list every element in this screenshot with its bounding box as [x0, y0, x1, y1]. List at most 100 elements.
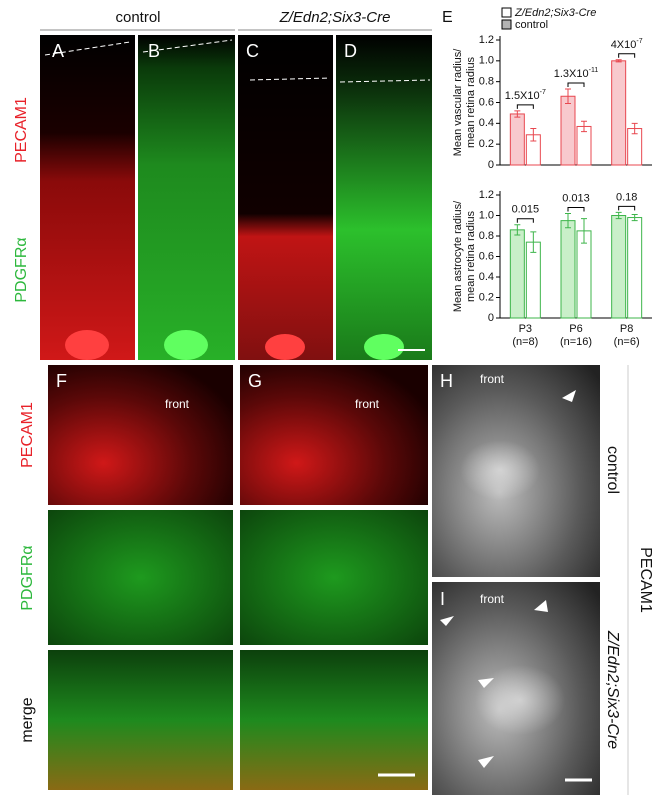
p-value: 0.015	[512, 204, 540, 216]
legend-label: control	[515, 19, 548, 31]
error-bar	[631, 122, 638, 135]
vessel	[475, 665, 565, 735]
error-bar	[581, 218, 587, 244]
panel-letter: G	[248, 371, 262, 391]
y-tick-label: 0.2	[479, 291, 494, 303]
p-value-exponent: -7	[540, 89, 546, 96]
images	[40, 35, 629, 795]
p-value-text: 1.5X10	[505, 90, 540, 102]
bar	[509, 229, 525, 319]
image-f3	[48, 650, 233, 790]
p-value-text: 0.013	[562, 192, 590, 204]
legend-swatch	[501, 7, 512, 18]
p-value: 1.5X10-7	[505, 89, 546, 102]
y-tick-label: 0.8	[479, 76, 494, 88]
x-tick-label: P6	[569, 323, 582, 335]
optic-nerve	[164, 330, 208, 360]
y-axis-label: Mean astrocyte radius/	[452, 200, 464, 312]
x-tick-sublabel: (n=6)	[614, 336, 640, 348]
image-g1	[240, 365, 428, 505]
y-axis-label: mean retina radius	[465, 210, 477, 302]
panel-letter: A	[52, 41, 64, 61]
p-value-text: 4X10	[611, 39, 637, 51]
error-bar	[615, 211, 622, 220]
significance-bracket	[618, 205, 636, 211]
y-tick-label: 1.2	[479, 189, 494, 201]
error-bar	[631, 213, 638, 222]
panel-letter: E	[442, 9, 453, 26]
vessel	[460, 440, 540, 500]
y-tick-label: 1.0	[479, 209, 494, 221]
p-value-text: 0.015	[512, 204, 540, 216]
front-label: front	[480, 372, 505, 386]
image-g2	[240, 510, 428, 645]
legend-swatch	[501, 19, 512, 30]
optic-nerve	[364, 334, 404, 360]
p-value-exponent: -11	[589, 67, 599, 74]
p-value-text: 0.18	[616, 191, 637, 203]
p-value-text: 1.3X10	[554, 68, 589, 80]
optic-nerve	[265, 334, 305, 360]
significance-bracket	[567, 206, 585, 212]
panel-letter: H	[440, 371, 453, 391]
bar	[611, 60, 627, 166]
error-bar	[514, 224, 521, 236]
x-tick-label: P3	[519, 323, 532, 335]
image-g3	[240, 650, 428, 790]
p-value: 0.013	[562, 192, 590, 204]
panel-letter: F	[56, 371, 67, 391]
front-label: front	[480, 592, 505, 606]
image-a	[40, 35, 135, 360]
x-tick-sublabel: (n=8)	[512, 336, 538, 348]
panel-letter: B	[148, 41, 160, 61]
error-bar	[565, 88, 571, 105]
y-tick-label: 1.2	[479, 34, 494, 46]
row-label: PECAM1	[19, 402, 36, 468]
row-label: PECAM1	[13, 97, 30, 163]
dashed-line	[249, 77, 431, 83]
significance-bracket	[567, 82, 585, 87]
bar	[560, 95, 576, 166]
front-label: front	[165, 397, 190, 411]
image-f1	[48, 365, 233, 505]
panel-letter: D	[344, 41, 357, 61]
side-label: control	[604, 446, 621, 494]
p-value: 0.18	[616, 191, 637, 203]
error-bar	[565, 212, 571, 229]
column-header: control	[115, 9, 160, 26]
p-value-exponent: -7	[636, 38, 642, 45]
bar	[611, 215, 627, 319]
error-bar	[530, 128, 537, 142]
bar	[576, 125, 592, 166]
p-value: 4X10-7	[611, 38, 643, 51]
y-tick-label: 0.2	[479, 138, 494, 150]
y-tick-label: 1.0	[479, 55, 494, 67]
error-bar	[530, 231, 537, 253]
side-label: Z/Edn2;Six3-Cre	[604, 630, 621, 749]
error-bar	[514, 110, 521, 118]
image-f2	[48, 510, 233, 645]
panel-letter: C	[246, 41, 259, 61]
significance-bracket	[516, 104, 534, 109]
front-label: front	[355, 397, 380, 411]
y-tick-label: 0.4	[479, 117, 494, 129]
y-axis-label: mean retina radius	[465, 56, 477, 148]
y-axis-label: Mean vascular radius/	[452, 48, 464, 157]
dashed-line	[44, 39, 233, 56]
y-tick-label: 0	[488, 159, 494, 171]
y-tick-label: 0.6	[479, 250, 494, 262]
y-tick-label: 0.6	[479, 96, 494, 108]
bar	[509, 113, 525, 166]
row-label: PDGFRα	[13, 237, 30, 302]
bar	[560, 220, 576, 319]
x-tick-sublabel: (n=16)	[560, 336, 592, 348]
error-bar	[615, 59, 622, 63]
x-tick-label: P8	[620, 323, 633, 335]
significance-bracket	[516, 218, 534, 223]
y-tick-label: 0.4	[479, 271, 494, 283]
image-b	[138, 35, 235, 360]
legend-label: Z/Edn2;Six3-Cre	[514, 7, 596, 19]
image-c	[238, 35, 333, 360]
side-label: PECAM1	[637, 547, 654, 613]
